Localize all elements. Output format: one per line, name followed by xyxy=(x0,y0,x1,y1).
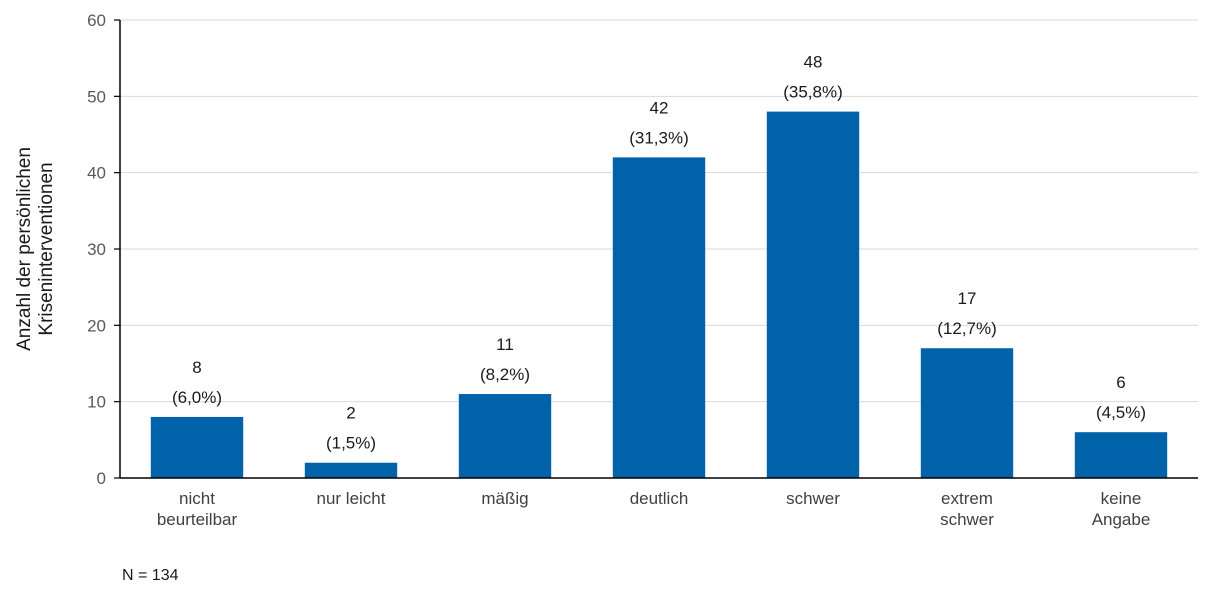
data-labels: 8 (6,0%) 2 (1,5%) 11 (8,2%) 42 (31,3%) 48 (35,8%)… xyxy=(172,53,1146,453)
y-axis-title-line: Kriseninterventionen xyxy=(36,162,57,335)
data-label-percent: (8,2%) xyxy=(480,365,530,384)
bar xyxy=(150,416,244,478)
data-label-percent: (12,7%) xyxy=(937,319,997,338)
data-label-percent: (31,3%) xyxy=(629,128,689,147)
y-tick-label: 30 xyxy=(87,240,106,259)
x-tick-label: Angabe xyxy=(1092,510,1151,529)
x-tick-label: keine xyxy=(1101,489,1142,508)
bar xyxy=(920,348,1014,478)
bar xyxy=(304,462,398,478)
y-axis-title-line: Anzahl der persönlichen xyxy=(14,147,35,351)
y-tick-labels: 0 10 20 30 40 50 60 xyxy=(87,11,106,488)
axes xyxy=(119,20,1198,479)
x-tick-label: schwer xyxy=(786,489,840,508)
bar xyxy=(766,111,860,478)
x-tick-label: extrem xyxy=(941,489,993,508)
x-tick-labels: nicht beurteilbar nur leicht mäßig deutlich s… xyxy=(157,489,1150,529)
x-tick-label: nur leicht xyxy=(317,489,386,508)
y-axis-title: Anzahl der persönlichenKriseninterventio… xyxy=(14,147,57,351)
bar xyxy=(612,157,706,478)
y-tick-label: 50 xyxy=(87,87,106,106)
x-tick-label: beurteilbar xyxy=(157,510,238,529)
data-label-value: 11 xyxy=(496,335,514,354)
data-label-value: 2 xyxy=(346,404,355,423)
data-label-value: 17 xyxy=(958,289,977,308)
y-tick-label: 10 xyxy=(87,393,106,412)
data-label-percent: (4,5%) xyxy=(1096,403,1146,422)
x-tick-label: schwer xyxy=(940,510,994,529)
x-tick-label: deutlich xyxy=(630,489,689,508)
y-tick-label: 60 xyxy=(87,11,106,30)
x-tick-label: mäßig xyxy=(481,489,528,508)
data-label-value: 48 xyxy=(804,53,823,72)
data-label-value: 6 xyxy=(1116,373,1125,392)
data-label-percent: (6,0%) xyxy=(172,388,222,407)
data-label-value: 42 xyxy=(650,98,669,117)
bar xyxy=(458,394,552,478)
data-label-value: 8 xyxy=(192,358,201,377)
bars xyxy=(150,111,1168,478)
sample-size-note: N = 134 xyxy=(122,567,179,584)
y-tick-label: 20 xyxy=(87,316,106,335)
data-label-percent: (1,5%) xyxy=(326,434,376,453)
bar xyxy=(1074,432,1168,478)
x-tick-label: nicht xyxy=(179,489,215,508)
y-tick-label: 0 xyxy=(97,469,106,488)
data-label-percent: (35,8%) xyxy=(783,83,843,102)
y-tick-label: 40 xyxy=(87,164,106,183)
